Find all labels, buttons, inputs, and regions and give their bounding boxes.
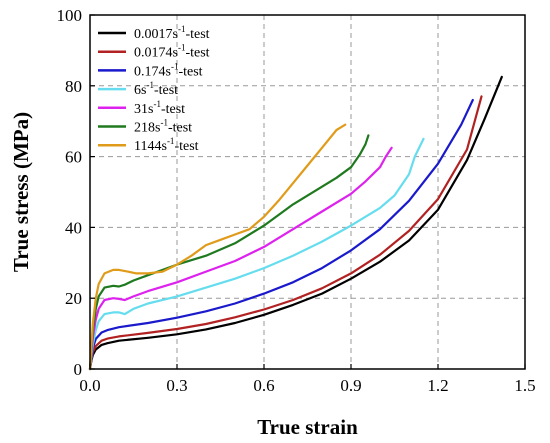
legend: 0.0017s-1-test0.0174s-1-test0.174s-1-tes… (98, 24, 210, 154)
y-tick-label: 0 (74, 360, 83, 379)
y-tick-label: 80 (65, 77, 82, 96)
x-axis-title: True strain (257, 415, 358, 439)
legend-label: 0.0174s-1-test (134, 43, 210, 61)
tick-labels: 0.0 0.3 0.6 0.9 1.2 1.5 0 20 40 60 80 100 (57, 6, 536, 395)
series-line-1 (88, 95, 483, 371)
grid-lines (90, 15, 525, 369)
legend-label: 6s-1-test (134, 80, 178, 98)
y-tick-label: 60 (65, 148, 82, 167)
legend-label: 218s-1-test (134, 118, 192, 136)
x-tick-label: 0.9 (340, 376, 361, 395)
y-axis-title: True stress (MPa) (9, 112, 33, 272)
series-line-5 (88, 134, 370, 371)
y-tick-label: 20 (65, 289, 82, 308)
y-tick-label: 100 (57, 6, 83, 25)
axis-ticks (89, 14, 526, 370)
y-tick-label: 40 (65, 218, 82, 237)
series-line-4 (88, 146, 393, 371)
legend-label: 31s-1-test (134, 99, 185, 117)
series-line-3 (88, 137, 425, 371)
series-line-6 (88, 123, 347, 371)
legend-label: 1144s-1-test (134, 136, 199, 154)
series-line-0 (88, 75, 503, 371)
series-line-2 (88, 98, 474, 371)
x-tick-label: 1.5 (514, 376, 535, 395)
x-tick-label: 0.3 (166, 376, 187, 395)
legend-label: 0.0017s-1-test (134, 24, 210, 42)
x-tick-label: 1.2 (427, 376, 448, 395)
series-lines (88, 75, 503, 371)
plot-frame (89, 14, 526, 370)
x-tick-label: 0.6 (253, 376, 274, 395)
legend-label: 0.174s-1-test (134, 61, 203, 79)
x-tick-label: 0.0 (79, 376, 100, 395)
